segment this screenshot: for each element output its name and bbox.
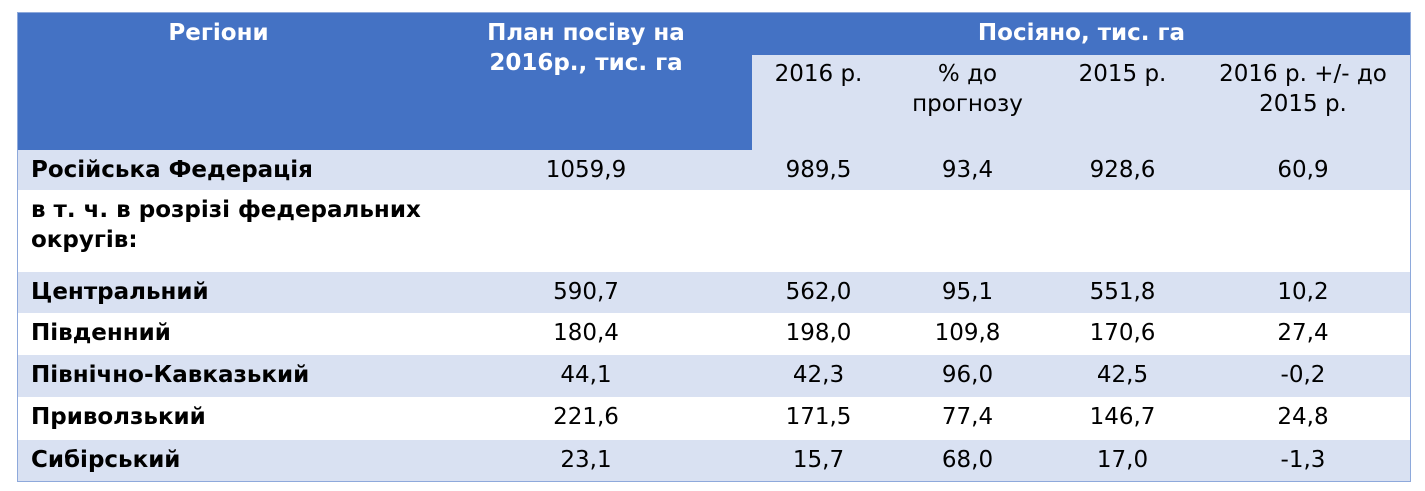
region-name: Південний: [31, 320, 171, 346]
value-cell: 198,0: [785, 320, 852, 346]
region-name: Північно-Кавказький: [31, 362, 310, 388]
value-cell: 93,4: [941, 157, 994, 183]
value-cell: 15,7: [792, 447, 845, 473]
value-cell: 42,5: [1096, 362, 1149, 388]
subheader-cell: % до прогнозу: [885, 55, 1050, 150]
value-cell: 44,1: [560, 362, 612, 388]
value-cell: 180,4: [553, 320, 619, 346]
value-cell: 109,8: [934, 320, 1001, 346]
value-cell: 170,6: [1089, 320, 1156, 346]
section-label: в т. ч. в розрізі федеральних округів:: [31, 197, 421, 253]
value-cell: 1059,9: [545, 157, 627, 183]
value-cell: 24,8: [1277, 404, 1329, 430]
value-cell: -0,2: [1280, 362, 1326, 388]
value-cell: 60,9: [1277, 157, 1329, 183]
value-cell: 562,0: [785, 279, 852, 305]
row-bg: [17, 150, 1411, 190]
header-cell: Регіони: [168, 20, 269, 46]
value-cell: 17,0: [1096, 447, 1149, 473]
header-cell: Посіяно, тис. га: [977, 20, 1186, 46]
value-cell: 590,7: [553, 279, 619, 305]
value-cell: -1,3: [1280, 447, 1326, 473]
value-cell: 96,0: [941, 362, 994, 388]
value-cell: 221,6: [553, 404, 619, 430]
region-name: Російська Федерація: [31, 157, 313, 183]
row-bg: [17, 397, 1411, 440]
value-cell: 68,0: [941, 447, 994, 473]
row-bg: [17, 313, 1411, 355]
value-cell: 27,4: [1277, 320, 1329, 346]
value-cell: 95,1: [941, 279, 994, 305]
value-cell: 551,8: [1089, 279, 1156, 305]
value-cell: 928,6: [1089, 157, 1156, 183]
value-cell: 989,5: [785, 157, 852, 183]
value-cell: 146,7: [1089, 404, 1156, 430]
row-bg: [17, 272, 1411, 313]
subheader-cell: 2016 р.: [752, 55, 885, 150]
value-cell: 23,1: [560, 447, 612, 473]
row-bg: [17, 440, 1411, 482]
subheader-cell: 2015 р.: [1050, 55, 1195, 150]
region-name: Сибірський: [31, 447, 181, 473]
value-cell: 77,4: [941, 404, 994, 430]
row-bg: [17, 355, 1411, 397]
subheader-cell: 2016 р. +/- до 2015 р.: [1195, 55, 1411, 150]
region-name: Приволзький: [31, 404, 206, 430]
value-cell: 171,5: [785, 404, 852, 430]
row-bg: [17, 190, 1411, 272]
value-cell: 42,3: [792, 362, 845, 388]
region-name: Центральний: [31, 279, 209, 305]
header-cell: План посіву на 2016р., тис. га: [487, 20, 685, 76]
value-cell: 10,2: [1277, 279, 1329, 305]
